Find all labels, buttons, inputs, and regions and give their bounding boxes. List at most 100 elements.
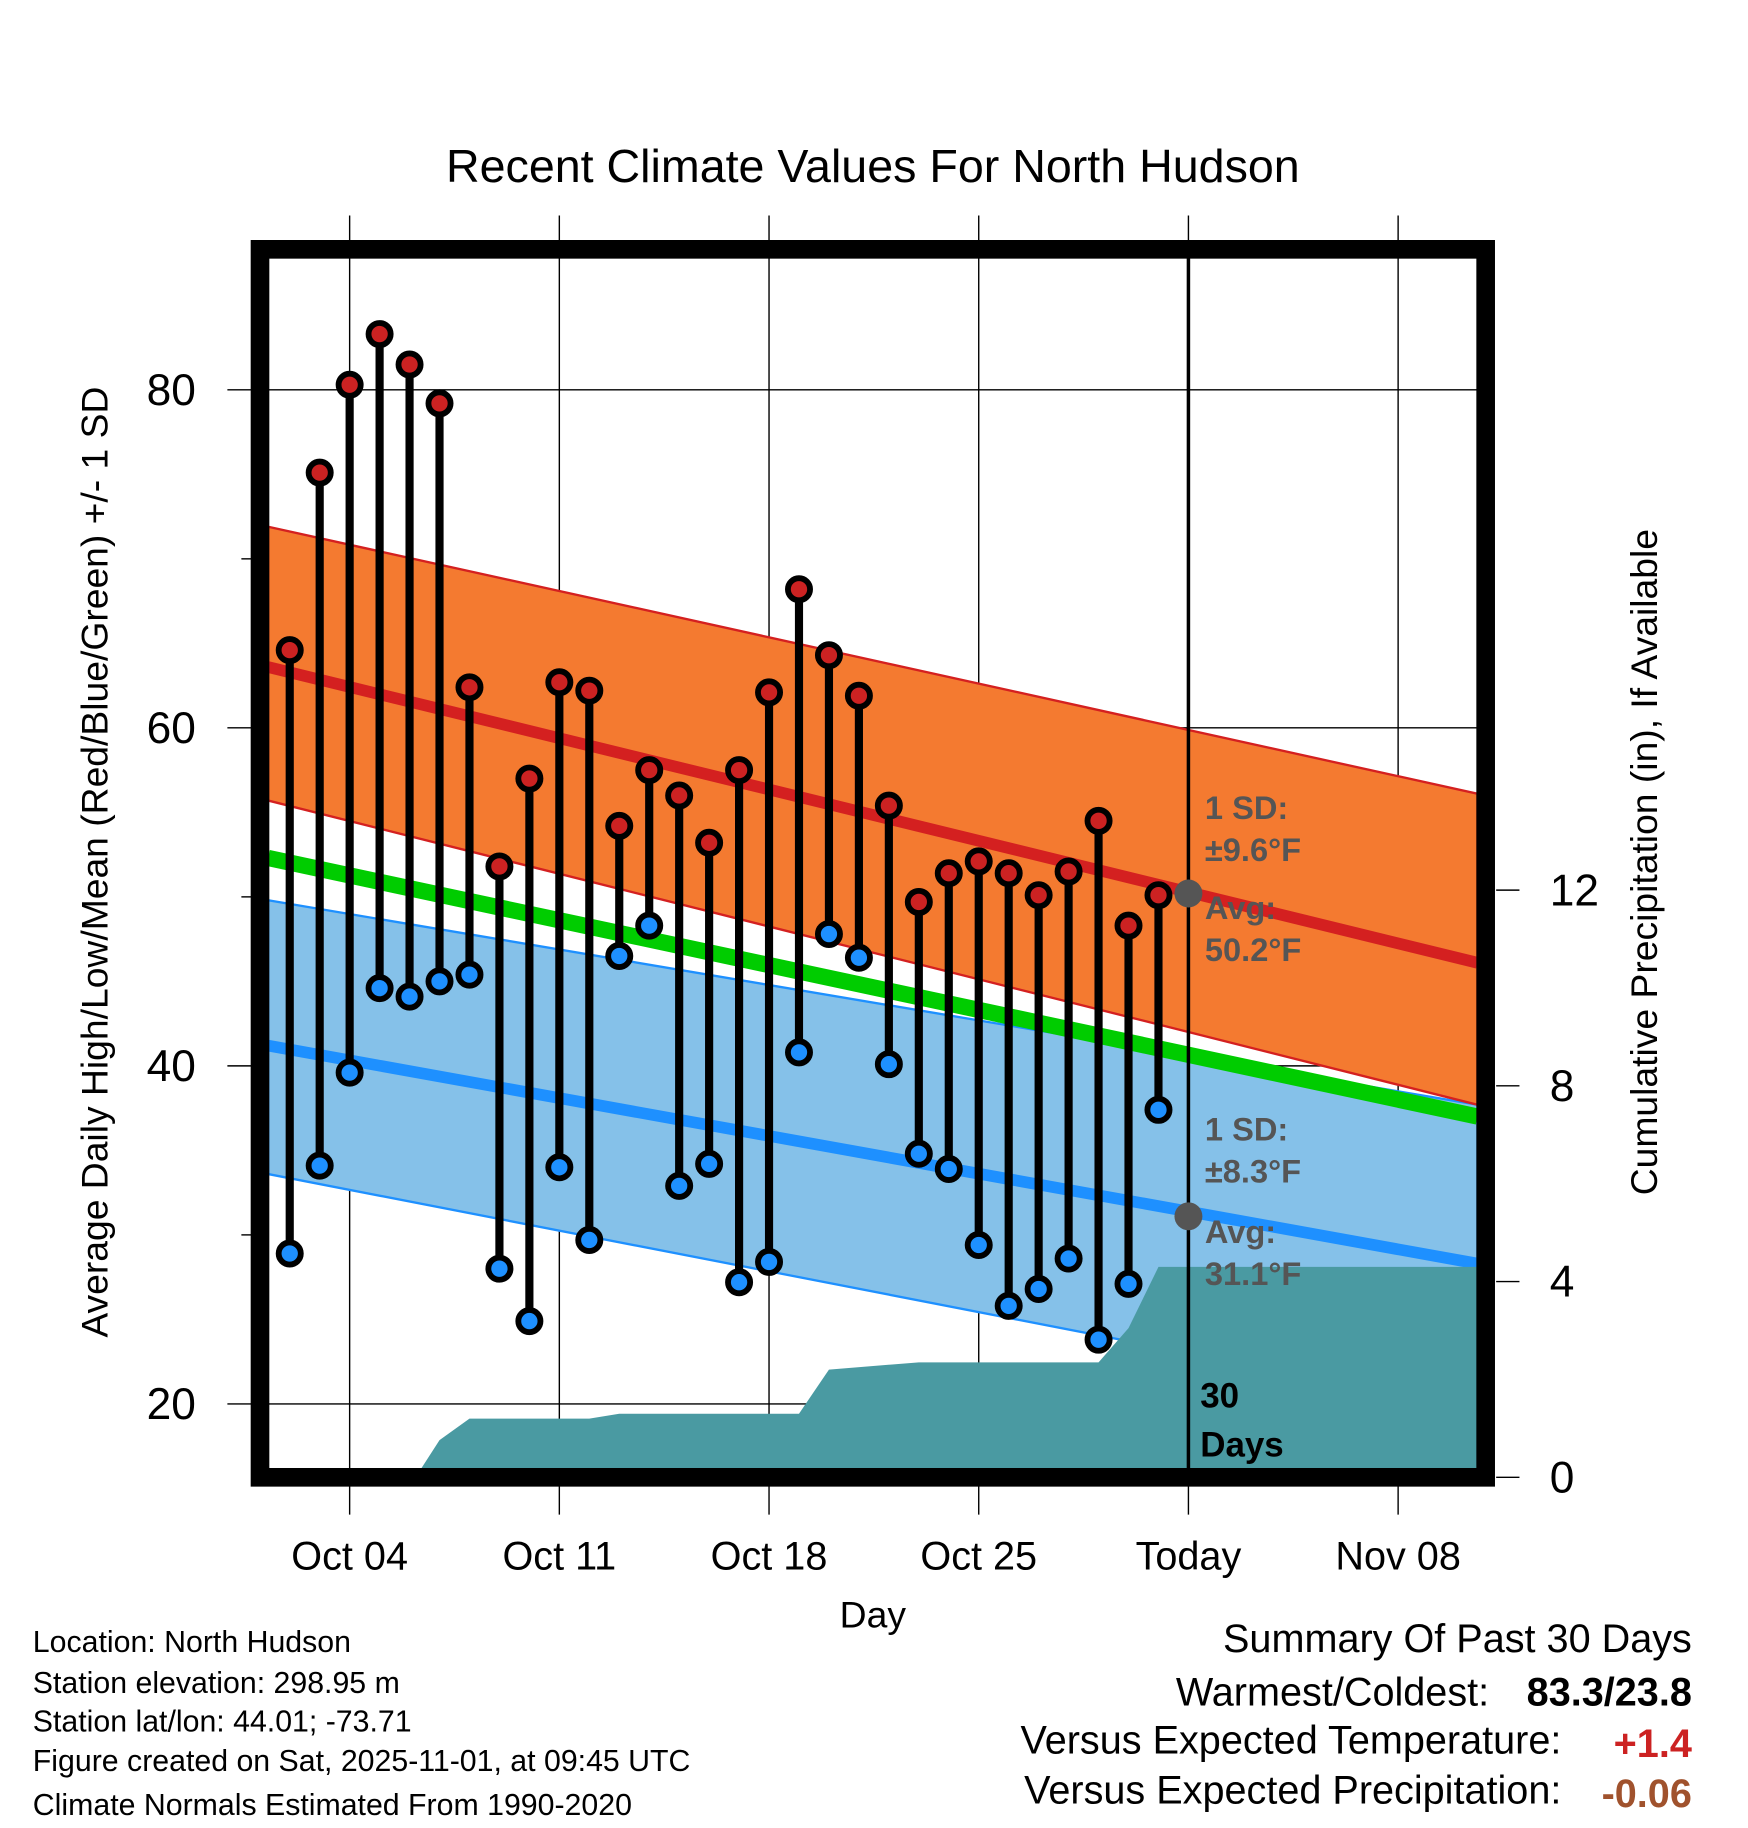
x-tick-label: Oct 18	[711, 1534, 828, 1578]
high-point	[785, 575, 813, 604]
low-sd-label: 1 SD:	[1205, 1111, 1288, 1148]
precip-label: Versus Expected Precipitation:	[1024, 1769, 1561, 1813]
high-point	[725, 756, 754, 785]
high-point	[365, 320, 394, 349]
plot-area	[268, 256, 1478, 1471]
high-point	[964, 847, 993, 876]
days-label: Days	[1200, 1425, 1284, 1464]
high-point	[1114, 911, 1143, 940]
chart-title: Recent Climate Values For North Hudson	[446, 140, 1300, 192]
info-elevation: Station elevation: 298.95 m	[33, 1667, 400, 1700]
high-avg-label: Avg:	[1205, 889, 1276, 926]
high-point	[275, 636, 304, 665]
low-point	[844, 943, 873, 972]
info-location: Location: North Hudson	[33, 1626, 351, 1659]
low-point	[964, 1231, 993, 1260]
high-point	[635, 756, 664, 785]
precip-area	[420, 1266, 1478, 1471]
y-right-tick-label: 0	[1550, 1453, 1575, 1502]
low-point	[305, 1151, 334, 1180]
temp-value: +1.4	[1614, 1722, 1692, 1766]
low-point	[1144, 1095, 1173, 1124]
station-info: Location: North Hudson Station elevation…	[33, 1626, 691, 1822]
y-tick-label: 40	[147, 1042, 196, 1091]
low-point	[545, 1153, 574, 1182]
high-point	[455, 673, 484, 702]
y-tick-label: 60	[147, 704, 196, 753]
low-normal-line	[268, 1039, 1478, 1270]
low-sd-value: ±8.3°F	[1205, 1153, 1301, 1190]
low-point	[994, 1291, 1023, 1320]
low-point	[755, 1247, 784, 1276]
high-point	[1054, 857, 1083, 886]
temp-label: Versus Expected Temperature:	[1020, 1718, 1561, 1762]
high-point	[994, 859, 1023, 888]
low-point	[635, 911, 664, 940]
high-point	[934, 859, 963, 888]
y-right-tick-label: 4	[1550, 1258, 1575, 1307]
low-point	[904, 1139, 933, 1168]
low-point	[395, 982, 424, 1011]
low-point	[1024, 1274, 1053, 1303]
y-tick-label: 80	[147, 366, 196, 415]
high-point	[395, 350, 424, 379]
low-point	[695, 1149, 724, 1178]
x-tick-label: Oct 04	[291, 1534, 408, 1578]
axes: Oct 04 Oct 11 Oct 18 Oct 25 Today Nov 0820406…	[147, 366, 1599, 1578]
low-point	[874, 1050, 903, 1079]
low-point	[1114, 1269, 1143, 1298]
high-sd-label: 1 SD:	[1205, 789, 1288, 826]
high-point	[1084, 806, 1113, 835]
x-tick-label: Oct 11	[502, 1534, 616, 1578]
high-sd-value: ±9.6°F	[1205, 831, 1301, 868]
low-point	[365, 974, 394, 1003]
x-tick-label: Today	[1136, 1534, 1242, 1578]
low-avg-value: 31.1°F	[1205, 1255, 1301, 1292]
high-point	[874, 791, 903, 820]
high-point	[515, 764, 544, 793]
high-point	[904, 887, 933, 916]
y-tick-label: 20	[147, 1380, 196, 1429]
plot-frame	[250, 240, 1495, 1487]
low-point	[814, 920, 843, 949]
high-point	[1024, 881, 1053, 910]
high-point	[814, 641, 843, 670]
low-point	[725, 1268, 754, 1297]
low-point	[934, 1154, 963, 1183]
high-avg-value: 50.2°F	[1205, 931, 1301, 968]
low-point	[275, 1239, 304, 1268]
low-point	[335, 1058, 364, 1087]
high-point	[335, 370, 364, 399]
info-normals: Climate Normals Estimated From 1990-2020	[33, 1789, 632, 1822]
summary: Summary Of Past 30 Days Warmest/Coldest:…	[1020, 1617, 1691, 1816]
high-point	[844, 681, 873, 710]
low-avg-marker	[1174, 1202, 1203, 1231]
y-right-tick-label: 8	[1550, 1062, 1575, 1111]
x-tick-label: Nov 08	[1335, 1534, 1461, 1578]
info-latlon: Station lat/lon: 44.01; -73.71	[33, 1705, 412, 1738]
low-point	[1054, 1244, 1083, 1273]
x-tick-label: Oct 25	[920, 1534, 1037, 1578]
summary-title: Summary Of Past 30 Days	[1223, 1617, 1692, 1661]
high-point	[755, 678, 784, 707]
low-point	[515, 1307, 544, 1336]
high-point	[305, 458, 334, 487]
high-avg-marker	[1174, 879, 1203, 908]
low-point	[575, 1225, 604, 1254]
days-number: 30	[1200, 1376, 1239, 1415]
high-point	[545, 668, 574, 697]
high-point	[665, 781, 694, 810]
high-point	[425, 389, 454, 418]
warmest-label: Warmest/Coldest:	[1176, 1671, 1489, 1715]
y-right-tick-label: 12	[1550, 866, 1599, 915]
low-point	[425, 967, 454, 996]
x-axis-label: Day	[840, 1594, 907, 1636]
info-created: Figure created on Sat, 2025-11-01, at 09…	[33, 1745, 691, 1778]
y-axis-right-label: Cumulative Precipitation (in), If Availa…	[1623, 529, 1665, 1195]
low-avg-label: Avg:	[1205, 1213, 1276, 1250]
low-point	[785, 1038, 813, 1067]
high-point	[605, 811, 634, 840]
precip-value: -0.06	[1602, 1772, 1692, 1816]
annotations: 1 SD: ±9.6°F Avg: 50.2°F 1 SD: ±8.3°F Av…	[1200, 789, 1301, 1464]
